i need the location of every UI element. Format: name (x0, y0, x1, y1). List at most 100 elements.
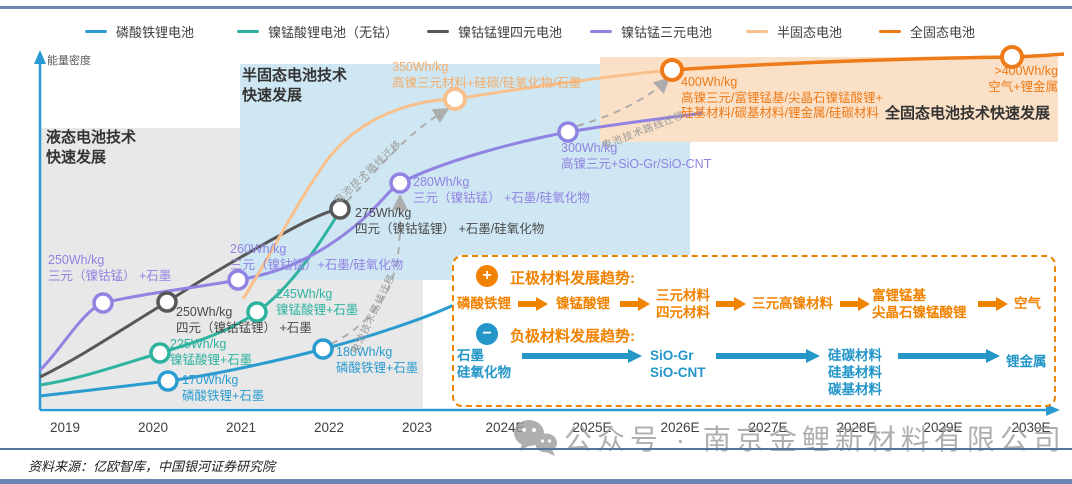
x-tick-2027e: 2027E (748, 420, 788, 435)
data-point-lnmo-245 (246, 301, 268, 323)
arrow-right-icon (518, 297, 548, 311)
liquid-phase-label: 液态电池技术 快速发展 (46, 128, 136, 168)
legend-item-ternary: 镍钴锰三元电池 (590, 22, 712, 41)
annotation-allsolid-400plus: >400Wh/kg 空气+锂金属 (988, 64, 1058, 94)
annotation-ternary-260: 260Wh/kg 三元（镍钴锰）+石墨/硅氧化物 (230, 242, 404, 272)
legend-item-lnmo: 镍锰酸锂电池（无钴） (237, 22, 398, 41)
legend-swatch-lfp (85, 30, 107, 33)
annotation-lfp-180: 180Wh/kg 磷酸铁锂+石墨 (336, 345, 419, 375)
annotation-allsolid-400: 400Wh/kg 高镍三元/富锂锰基/尖晶石镍锰酸锂+ 硅基材料/碳基材料/锂金… (681, 75, 883, 120)
long-arrow-right-icon (716, 349, 820, 363)
chart-legend: 磷酸铁锂电池 镍锰酸锂电池（无钴） 镍钴锰锂四元电池 镍钴锰三元电池 半固态电池… (0, 22, 1072, 42)
data-point-semisolid-350 (443, 87, 467, 111)
anode-step-li-metal: 锂金属 (1006, 354, 1047, 369)
data-point-quaternary-250 (156, 291, 178, 313)
legend-item-allsolid: 全固态电池 (879, 22, 975, 41)
series-lnmo-curve (39, 213, 340, 387)
data-point-quaternary-275 (329, 198, 351, 220)
cathode-step-lnmo: 镍锰酸锂 (556, 296, 610, 311)
annotation-lnmo-225: 225Wh/kg 镍锰酸锂+石墨 (170, 337, 253, 367)
legend-label: 磷酸铁锂电池 (116, 25, 195, 40)
long-arrow-right-icon (898, 349, 1000, 363)
annotation-quaternary-250: 250Wh/kg 四元（镍钴锰锂） +石墨 (176, 305, 312, 335)
cathode-step-li-rich: 富锂锰基 尖晶石镍锰酸锂 (872, 288, 967, 320)
legend-item-lfp: 磷酸铁锂电池 (85, 22, 194, 41)
cathode-step-air: 空气 (1014, 296, 1041, 311)
watermark-text: 公众号 · 南京金鲤新材料有限公司 (564, 424, 1066, 455)
liquid-phase-label-line2: 快速发展 (46, 149, 107, 166)
legend-item-semisolid: 半固态电池 (746, 22, 842, 41)
annotation-ternary-300: 300Wh/kg 高镍三元+SiO-Gr/SiO-CNT (561, 141, 712, 171)
semi-solid-phase-label-line2: 快速发展 (242, 87, 303, 104)
cathode-step-high-nickel: 三元高镍材料 (752, 296, 833, 311)
x-tick-2030e: 2030E (1011, 420, 1051, 435)
legend-item-quaternary: 镍钴锰锂四元电池 (427, 22, 562, 41)
cathode-step-lfp: 磷酸铁锂 (457, 296, 511, 311)
data-point-lfp-170 (157, 370, 179, 392)
legend-swatch-quaternary (427, 30, 449, 33)
legend-label: 半固态电池 (777, 25, 843, 40)
x-axis-arrow-icon (1046, 404, 1060, 416)
semi-solid-phase-label-line1: 半固态电池技术 (242, 67, 348, 84)
legend-label: 全固态电池 (910, 25, 976, 40)
legend-swatch-allsolid (879, 30, 901, 33)
data-point-ternary-260 (227, 269, 249, 291)
y-axis-label: 能量密度 (47, 55, 91, 67)
legend-swatch-lnmo (237, 30, 259, 33)
x-tick-2025e: 2025E (572, 420, 612, 435)
data-point-allsolid-400plus (1000, 45, 1024, 69)
data-point-ternary-250 (92, 292, 114, 314)
anode-step-si-carbon: 硅碳材料 硅基材料 碳基材料 (828, 348, 882, 397)
anode-step-sio: SiO-Gr SiO-CNT (650, 348, 706, 380)
series-semisolid-curve (241, 68, 673, 300)
x-tick-2022: 2022 (313, 420, 345, 435)
annotation-ternary-250: 250Wh/kg 三元（镍钴锰） +石墨 (48, 253, 172, 283)
x-tick-2019: 2019 (49, 420, 81, 435)
x-tick-2028e: 2028E (836, 420, 876, 435)
liquid-phase-label-line1: 液态电池技术 (46, 129, 137, 146)
data-point-ternary-300 (557, 121, 579, 143)
legend-swatch-ternary (590, 30, 612, 33)
migration-arrow-ternary-to-allsolid (576, 77, 670, 127)
all-solid-phase-label: 全固态电池技术快速发展 (884, 105, 1050, 122)
x-tick-2021: 2021 (225, 420, 257, 435)
bottom-border-line (0, 479, 1072, 484)
cathode-step-ternary-quaternary: 三元材料 四元材料 (656, 288, 710, 320)
data-point-lfp-180 (312, 338, 334, 360)
minus-icon: − (476, 323, 498, 345)
x-tick-2023: 2023 (401, 420, 433, 435)
wechat-icon (514, 420, 557, 456)
legend-label: 镍钴锰锂四元电池 (458, 25, 563, 40)
semi-solid-phase-label: 半固态电池技术 快速发展 (242, 66, 347, 106)
arrow-right-icon (620, 297, 650, 311)
series-quaternary-curve (39, 207, 341, 379)
data-point-ternary-280 (389, 172, 411, 194)
series-lfp-curve (39, 301, 459, 398)
annotation-ternary-280: 280Wh/kg 三元（镍钴锰） +石墨/硅氧化物 (413, 175, 590, 205)
annotation-semisolid-350: 350Wh/kg 高镍三元材料+硅碳/硅氧化物/石墨 (392, 60, 582, 90)
long-arrow-right-icon (522, 349, 642, 363)
top-border-line (0, 6, 1072, 9)
legend-label: 镍钴锰三元电池 (621, 25, 713, 40)
anode-step-graphite: 石墨 硅氧化物 (457, 348, 511, 380)
material-trends-box: + 正极材料发展趋势: 磷酸铁锂 镍锰酸锂 三元材料 四元材料 三元高镍材料 富… (452, 255, 1056, 407)
watermark: 公众号 · 南京金鲤新材料有限公司 (512, 418, 1066, 458)
y-axis-arrow-icon (34, 50, 46, 64)
arrow-right-icon (978, 297, 1008, 311)
annotation-quaternary-275: 275Wh/kg 四元（镍钴锰锂） +石墨/硅氧化物 (355, 206, 545, 236)
annotation-lfp-170: 170Wh/kg 磷酸铁锂+石墨 (182, 373, 265, 403)
x-tick-2020: 2020 (137, 420, 169, 435)
footer-divider-line (0, 448, 1072, 450)
data-point-allsolid-400 (660, 58, 684, 82)
source-note: 资料来源：亿欧智库，中国银河证券研究院 (28, 459, 276, 474)
data-point-lnmo-225 (149, 342, 171, 364)
legend-label: 镍锰酸锂电池（无钴） (268, 25, 399, 40)
migration-arrow-quaternary-to-semisolid (346, 107, 450, 202)
legend-swatch-semisolid (746, 30, 768, 33)
arrow-right-icon (716, 297, 746, 311)
migration-arrow-lfp-to-ternary (330, 194, 409, 345)
arrow-right-icon (840, 297, 870, 311)
x-tick-2026e: 2026E (660, 420, 700, 435)
